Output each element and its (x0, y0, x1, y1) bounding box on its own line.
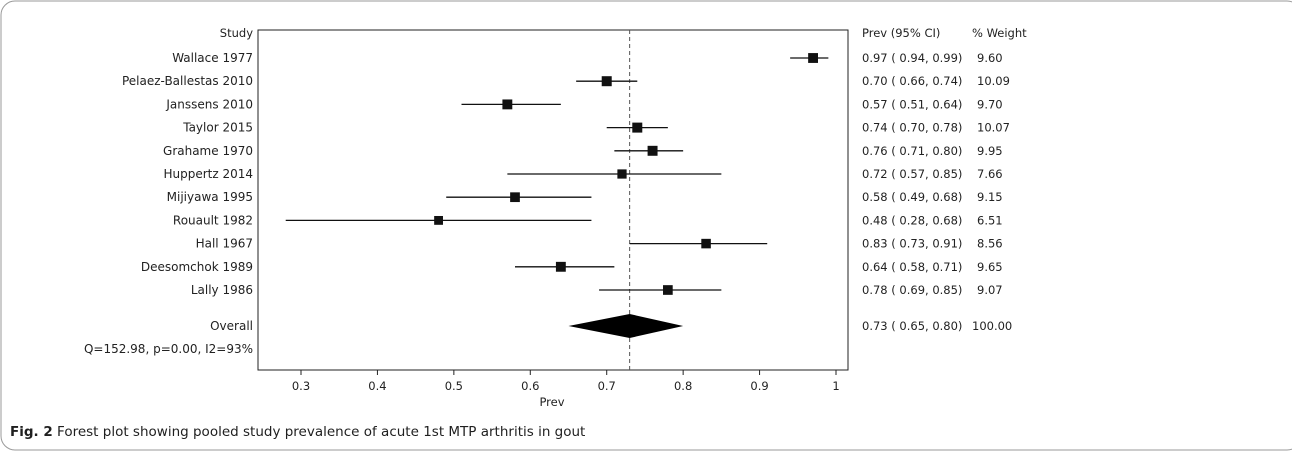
study-name: Grahame 1970 (163, 144, 253, 158)
overall-row: Overall 0.73 ( 0.65, 0.80) 100.00 (210, 314, 1012, 338)
x-tick-label: 0.4 (368, 379, 386, 393)
x-tick-label: 0.8 (674, 379, 692, 393)
weight-value: 9.95 (977, 144, 1003, 158)
overall-diamond (568, 314, 684, 338)
weight-value: 9.07 (977, 283, 1003, 297)
prevalence-ci-value: 0.97 ( 0.94, 0.99) (862, 51, 962, 65)
study-row: Deesomchok 1989 0.64 ( 0.58, 0.71) 9.65 (141, 260, 1003, 274)
point-estimate (663, 285, 673, 295)
prevalence-ci-value: 0.74 ( 0.70, 0.78) (862, 121, 962, 135)
weight-value: 10.07 (977, 121, 1010, 135)
figure-caption: Fig. 2 Forest plot showing pooled study … (10, 424, 585, 440)
point-estimate (647, 145, 658, 156)
point-estimate (502, 99, 513, 110)
study-name: Hall 1967 (196, 237, 253, 251)
prevalence-ci-value: 0.64 ( 0.58, 0.71) (862, 260, 962, 274)
study-name: Mijiyawa 1995 (167, 190, 253, 204)
point-estimate (434, 215, 443, 225)
x-tick-label: 0.3 (292, 379, 310, 393)
study-row: Taylor 2015 0.74 ( 0.70, 0.78) 10.07 (182, 121, 1010, 135)
study-name: Janssens 2010 (165, 97, 253, 111)
study-name: Pelaez-Ballestas 2010 (122, 74, 253, 88)
point-estimate (555, 261, 566, 272)
study-row: Mijiyawa 1995 0.58 ( 0.49, 0.68) 9.15 (167, 190, 1003, 204)
study-row: Hall 1967 0.83 ( 0.73, 0.91) 8.56 (196, 237, 1003, 251)
study-row: Huppertz 2014 0.72 ( 0.57, 0.85) 7.66 (163, 167, 1002, 181)
point-estimate (701, 238, 711, 249)
x-tick-label: 0.9 (750, 379, 768, 393)
study-row: Janssens 2010 0.57 ( 0.51, 0.64) 9.70 (165, 97, 1002, 111)
weight-value: 10.09 (977, 74, 1010, 88)
x-tick-label: 0.5 (445, 379, 463, 393)
point-estimate (510, 192, 520, 203)
x-tick-label: 1 (832, 379, 839, 393)
weight-column-header: % Weight (972, 26, 1027, 40)
prevalence-ci-value: 0.70 ( 0.66, 0.74) (862, 74, 962, 88)
point-estimate (601, 76, 612, 87)
point-estimate (632, 122, 643, 133)
study-name: Wallace 1977 (172, 51, 253, 65)
x-axis-label: Prev (539, 395, 564, 409)
study-row: Lally 1986 0.78 ( 0.69, 0.85) 9.07 (191, 283, 1003, 297)
x-tick-label: 0.6 (521, 379, 539, 393)
point-estimate (808, 53, 818, 63)
x-axis-ticks: 0.3 0.4 0.5 0.6 0.7 0.8 0.9 1 (292, 370, 840, 393)
overall-ci-value: 0.73 ( 0.65, 0.80) (862, 319, 962, 333)
prevalence-ci-value: 0.48 ( 0.28, 0.68) (862, 213, 962, 227)
weight-value: 9.60 (977, 51, 1003, 65)
figure-caption-label: Fig. 2 (10, 424, 53, 440)
overall-weight-value: 100.00 (972, 319, 1012, 333)
weight-value: 9.70 (977, 97, 1003, 111)
x-tick-label: 0.7 (598, 379, 616, 393)
study-name: Lally 1986 (191, 283, 253, 297)
heterogeneity-stats: Q=152.98, p=0.00, I2=93% (84, 342, 253, 356)
study-name: Rouault 1982 (173, 213, 253, 227)
study-name: Huppertz 2014 (163, 167, 253, 181)
study-name: Deesomchok 1989 (141, 260, 253, 274)
plot-area (257, 29, 849, 371)
study-row: Wallace 1977 0.97 ( 0.94, 0.99) 9.60 (172, 51, 1002, 65)
study-row: Grahame 1970 0.76 ( 0.71, 0.80) 9.95 (163, 144, 1003, 158)
overall-label: Overall (210, 319, 253, 333)
prevalence-ci-value: 0.58 ( 0.49, 0.68) (862, 190, 962, 204)
study-name: Taylor 2015 (182, 121, 253, 135)
study-rows: Wallace 1977 0.97 ( 0.94, 0.99) 9.60 Pelaez… (122, 51, 1010, 297)
point-estimate (617, 169, 627, 179)
prevalence-ci-value: 0.72 ( 0.57, 0.85) (862, 167, 962, 181)
study-row: Rouault 1982 0.48 ( 0.28, 0.68) 6.51 (173, 213, 1003, 227)
prevalence-ci-value: 0.76 ( 0.71, 0.80) (862, 144, 962, 158)
weight-value: 6.51 (977, 213, 1003, 227)
prev-ci-column-header: Prev (95% CI) (862, 26, 940, 40)
study-row: Pelaez-Ballestas 2010 0.70 ( 0.66, 0.74) 1… (122, 74, 1010, 88)
prevalence-ci-value: 0.83 ( 0.73, 0.91) (862, 237, 962, 251)
figure-caption-text: Forest plot showing pooled study prevale… (57, 424, 586, 440)
weight-value: 9.15 (977, 190, 1003, 204)
prevalence-ci-value: 0.78 ( 0.69, 0.85) (862, 283, 962, 297)
study-column-header: Study (220, 26, 253, 40)
weight-value: 9.65 (977, 260, 1003, 274)
weight-value: 8.56 (977, 237, 1003, 251)
prevalence-ci-value: 0.57 ( 0.51, 0.64) (862, 97, 962, 111)
weight-value: 7.66 (977, 167, 1003, 181)
